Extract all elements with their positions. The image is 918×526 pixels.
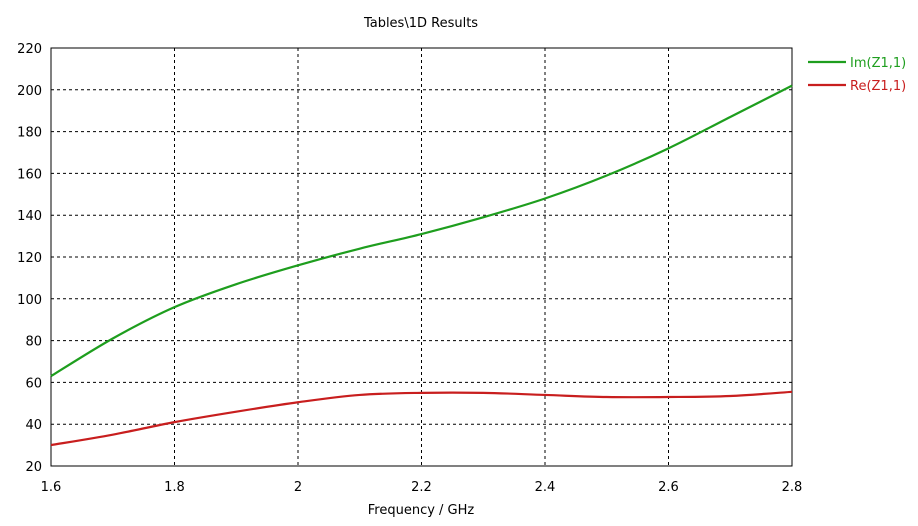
x-tick-label: 2.6 [658, 480, 679, 495]
y-tick-label: 220 [17, 42, 42, 57]
grid [51, 48, 792, 466]
legend-label-re-z1-1: Re(Z1,1) [850, 79, 906, 94]
x-tick-label: 1.8 [164, 480, 185, 495]
series-line-re-z1-1 [50, 390, 793, 447]
x-tick-label: 2 [294, 480, 302, 495]
y-tick-label: 200 [17, 84, 42, 99]
x-tick-label: 2.4 [535, 480, 556, 495]
y-tick-label: 180 [17, 126, 42, 141]
y-tick-label: 100 [17, 293, 42, 308]
x-tick-label: 2.8 [782, 480, 803, 495]
chart-title: Tables\1D Results [363, 16, 478, 31]
y-tick-label: 140 [17, 209, 42, 224]
series-lines [50, 84, 793, 447]
axis-ticks: 1.6 1.8 2 2.2 2.4 2.6 2.8 20 40 60 80 100 120 140 160 1… [17, 42, 802, 495]
legend-label-im-z1-1: Im(Z1,1) [850, 56, 906, 71]
x-tick-label: 2.2 [411, 480, 432, 495]
y-tick-label: 80 [25, 335, 42, 350]
y-tick-label: 160 [17, 167, 42, 182]
x-tick-label: 1.6 [41, 480, 62, 495]
x-axis-label: Frequency / GHz [368, 503, 475, 518]
y-tick-label: 40 [25, 418, 42, 433]
plot-area-frame [50, 47, 793, 467]
series-line-im-z1-1 [50, 84, 793, 378]
y-tick-label: 20 [25, 460, 42, 475]
y-tick-label: 60 [25, 376, 42, 391]
y-tick-label: 120 [17, 251, 42, 266]
legend: Im(Z1,1) Re(Z1,1) [808, 56, 906, 94]
